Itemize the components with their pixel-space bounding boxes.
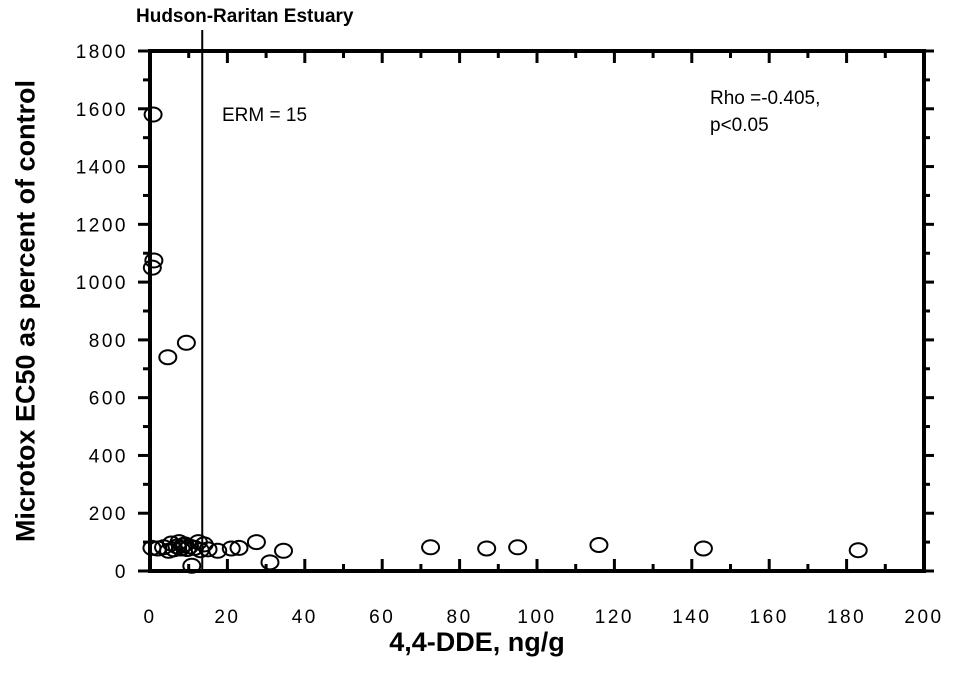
- x-tick-label: 200: [904, 607, 943, 628]
- x-tick-label: 40: [292, 607, 318, 628]
- rho-text: Rho =-0.405,: [710, 88, 821, 109]
- x-tick-label: 140: [672, 607, 711, 628]
- data-point: [144, 252, 164, 269]
- ticks-layer: 0 20 40 60 80 100 120 140 160 180 200 0 200 400 600 800…: [76, 42, 943, 628]
- data-point: [176, 334, 196, 351]
- data-point: [260, 554, 280, 571]
- y-tick-label: 1000: [76, 273, 128, 294]
- erm-label: ERM = 15: [222, 105, 308, 126]
- x-axis-label: 4,4-DDE, ng/g: [389, 627, 565, 657]
- data-point: [421, 539, 441, 556]
- y-tick-label: 1800: [76, 42, 128, 63]
- correlation-annotation: Rho =-0.405, p<0.05: [710, 85, 820, 139]
- x-tick-label: 80: [447, 607, 473, 628]
- p-value-text: p<0.05: [710, 115, 769, 136]
- data-point: [508, 539, 528, 556]
- y-tick-label: 1600: [76, 100, 128, 121]
- plot-frame: [148, 49, 926, 573]
- y-axis-label: Microtox EC50 as percent of control: [10, 79, 41, 543]
- y-tick-label: 1400: [76, 158, 128, 179]
- x-tick-label: 0: [143, 607, 156, 628]
- data-point: [198, 541, 218, 558]
- data-point: [274, 542, 294, 559]
- x-tick-label: 160: [750, 607, 789, 628]
- data-point: [693, 540, 713, 557]
- y-tick-label: 400: [89, 446, 128, 467]
- data-point: [142, 259, 162, 276]
- x-tick-label: 120: [595, 607, 634, 628]
- chart-title: Hudson-Raritan Estuary: [136, 6, 354, 27]
- x-tick-label: 20: [214, 607, 240, 628]
- x-tick-label: 60: [369, 607, 395, 628]
- data-point: [171, 540, 191, 557]
- y-tick-label: 1200: [76, 215, 128, 236]
- data-point: [589, 537, 609, 553]
- y-tick-label: 800: [89, 331, 128, 352]
- data-point: [158, 349, 178, 366]
- y-tick-label: 600: [89, 389, 128, 410]
- y-tick-label: 200: [89, 504, 128, 525]
- y-tick-label: 0: [115, 562, 128, 583]
- data-point: [246, 534, 266, 551]
- data-point: [848, 542, 868, 559]
- data-point: [143, 106, 163, 123]
- x-tick-label: 100: [517, 607, 556, 628]
- x-tick-label: 180: [827, 607, 866, 628]
- data-point: [229, 539, 249, 556]
- data-point: [208, 542, 228, 559]
- data-point: [221, 540, 241, 557]
- data-point: [477, 540, 497, 557]
- points-layer: [142, 106, 868, 574]
